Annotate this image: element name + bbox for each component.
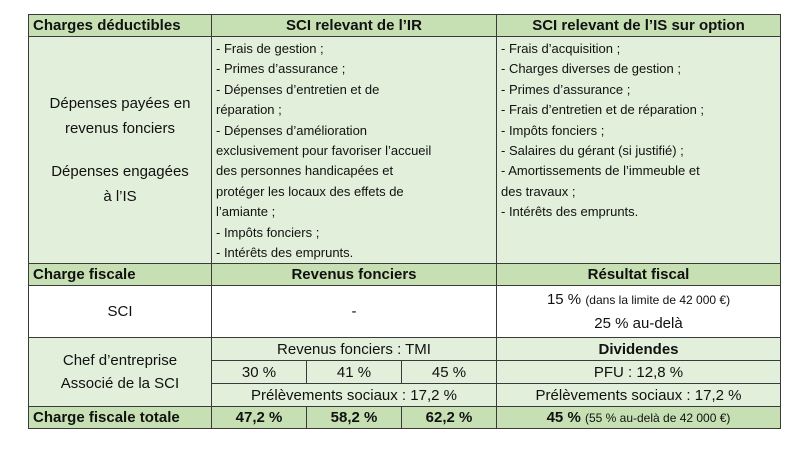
is-list-item: - Primes d’assurance ; xyxy=(501,81,631,97)
ir-list-item: - Frais de gestion ; xyxy=(216,41,324,56)
total-value-45: 62,2 % xyxy=(401,406,497,430)
dividendes-label: Dividendes xyxy=(496,337,781,362)
total-is-cell: 45 % (55 % au-delà de 42 000 €) xyxy=(496,406,781,430)
depenses-row: Dépenses payées en revenus fonciers Dépe… xyxy=(28,35,781,265)
ir-list-item: des personnes handicapées et xyxy=(216,163,394,179)
ir-list-item: - Dépenses d’entretien et de xyxy=(216,81,380,97)
ir-list-item: l’amiante ; xyxy=(216,204,276,220)
header-charge-fiscale: Charge fiscale xyxy=(28,263,212,287)
total-is-note: (55 % au-delà de 42 000 €) xyxy=(584,411,731,426)
header-sci-ir: SCI relevant de l’IR xyxy=(211,14,497,37)
chef-label-line2: Associé de la SCI xyxy=(60,375,180,393)
ir-list-item: exclusivement pour favoriser l’accueil xyxy=(216,143,432,159)
total-value-41: 58,2 % xyxy=(306,406,402,430)
header-row-deductible: Charges déductibles SCI relevant de l’IR… xyxy=(28,14,781,37)
tmi-label: Revenus fonciers : TMI xyxy=(211,337,497,362)
total-label: Charge fiscale totale xyxy=(28,406,212,430)
total-is-value: 45 % xyxy=(546,409,581,427)
chef-label-line1: Chef d’entreprise xyxy=(62,352,178,370)
ir-deductible-list: - Frais de gestion ; - Primes d’assuranc… xyxy=(211,35,497,265)
sci-is-cell: 15 % (dans la limite de 42 000 €) 25 % a… xyxy=(496,285,781,339)
ir-list-item: - Intérêts des emprunts. xyxy=(216,245,354,261)
ps-ir: Prélèvements sociaux : 17,2 % xyxy=(211,383,497,408)
chef-row-2: 30 % 41 % 45 % PFU : 12,8 % xyxy=(29,360,781,385)
sci-label: SCI xyxy=(28,285,212,339)
depenses-label-line2: revenus fonciers xyxy=(64,120,176,138)
pfu-rate: PFU : 12,8 % xyxy=(496,360,781,385)
sci-ir-value: - xyxy=(211,285,497,339)
depenses-label-line1: Dépenses payées en xyxy=(49,95,191,113)
ir-list-item: - Primes d’assurance ; xyxy=(216,61,346,77)
sci-is-rate1-note: (dans la limite de 42 000 €) xyxy=(585,293,731,308)
header-row-charge-fiscale: Charge fiscale Revenus fonciers Résultat… xyxy=(28,263,781,287)
tmi-rate-30: 30 % xyxy=(211,360,307,385)
header-sci-is: SCI relevant de l’IS sur option xyxy=(496,14,781,37)
ir-list-item: - Dépenses d’amélioration xyxy=(216,122,368,138)
total-value-30: 47,2 % xyxy=(211,406,307,430)
chef-label: Chef d’entreprise Associé de la SCI xyxy=(28,337,212,408)
ir-list-item: protéger les locaux des effets de xyxy=(216,183,404,199)
sci-row: SCI - 15 % (dans la limite de 42 000 €) … xyxy=(28,285,781,339)
sci-is-rate1: 15 % xyxy=(546,291,582,309)
is-list-item: - Frais d’entretien et de réparation ; xyxy=(501,102,705,118)
is-list-item: - Impôts fonciers ; xyxy=(501,122,605,138)
sci-is-rate2: 25 % au-delà xyxy=(594,315,683,333)
ir-list-item: réparation ; xyxy=(216,102,282,118)
tmi-rate-45: 45 % xyxy=(401,360,497,385)
ir-list-item: - Impôts fonciers ; xyxy=(216,224,320,240)
is-list-item: - Frais d’acquisition ; xyxy=(501,41,621,56)
is-deductible-list: - Frais d’acquisition ; - Charges divers… xyxy=(496,35,781,265)
depenses-label-line3: Dépenses engagées xyxy=(51,163,189,181)
is-list-item: - Salaires du gérant (si justifié) ; xyxy=(501,143,684,159)
tax-table: Charges déductibles SCI relevant de l’IR… xyxy=(28,14,781,430)
chef-row-1: Chef d’entreprise Associé de la SCI Reve… xyxy=(28,337,781,408)
header-resultat-fiscal: Résultat fiscal xyxy=(496,263,781,287)
is-list-item: des travaux ; xyxy=(501,183,576,199)
is-list-item: - Amortissements de l’immeuble et xyxy=(501,163,700,179)
is-list-item: - Intérêts des emprunts. xyxy=(501,204,639,220)
header-charges-deductibles: Charges déductibles xyxy=(28,14,212,37)
tmi-rate-41: 41 % xyxy=(306,360,402,385)
is-list-item: - Charges diverses de gestion ; xyxy=(501,61,681,77)
ps-is: Prélèvements sociaux : 17,2 % xyxy=(496,383,781,408)
total-row: Charge fiscale totale 47,2 % 58,2 % 62,2… xyxy=(28,406,781,430)
header-revenus-fonciers: Revenus fonciers xyxy=(211,263,497,287)
depenses-label: Dépenses payées en revenus fonciers Dépe… xyxy=(28,35,212,265)
depenses-label-line4: à l’IS xyxy=(103,188,137,206)
